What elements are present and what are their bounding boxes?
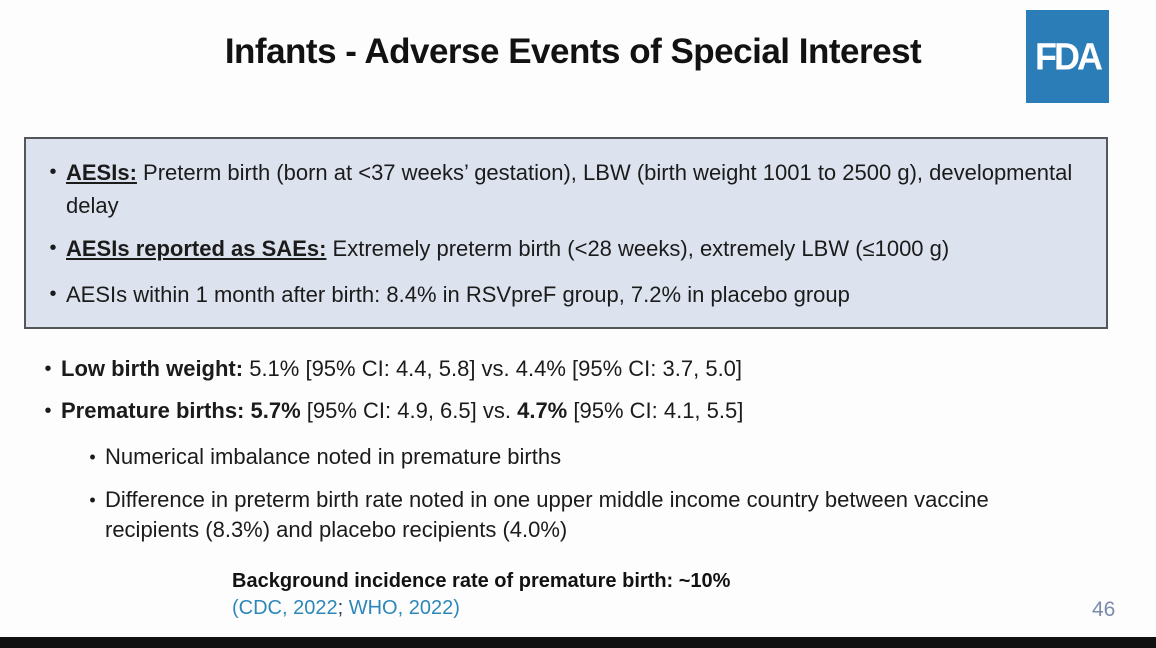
fda-logo: FDA (1026, 10, 1109, 103)
citation-line: (CDC, 2022; WHO, 2022) (232, 597, 460, 620)
numerical-imbalance-text: Numerical imbalance noted in premature b… (105, 444, 562, 469)
citation-separator: ; (337, 597, 349, 619)
aesi-definition-text: AESIs: Preterm birth (born at <37 weeks’… (66, 156, 1086, 222)
info-box-bullet-saes: • AESIs reported as SAEs: Extremely pret… (40, 232, 1086, 265)
sub-bullet-row: • Difference in preterm birth rate noted… (80, 485, 1058, 545)
premature-ci-vaccine: [95% CI: 4.9, 6.5] vs. (300, 398, 518, 423)
citation-close-paren: ) (453, 597, 460, 619)
saes-lead: AESIs reported as SAEs: (66, 236, 327, 261)
bullet-icon: • (44, 400, 52, 422)
bullet-icon: • (49, 283, 57, 305)
citation-open-paren: ( (232, 597, 239, 619)
premature-ci-placebo: [95% CI: 4.1, 5.5] (567, 398, 744, 423)
finding-low-birth-weight: • Low birth weight: 5.1% [95% CI: 4.4, 5… (35, 354, 1115, 384)
saes-text: AESIs reported as SAEs: Extremely preter… (66, 232, 1086, 265)
slide-page-number: 46 (1092, 598, 1116, 621)
letterbox-bar (0, 637, 1156, 648)
premature-births-lead: Premature births: (61, 398, 251, 423)
sub-bullet-numerical-imbalance: • Numerical imbalance noted in premature… (80, 442, 1080, 472)
finding-premature-births: • Premature births: 5.7% [95% CI: 4.9, 6… (35, 396, 1115, 426)
low-birth-weight-lead: Low birth weight: (61, 356, 250, 381)
aesi-definition-lead: AESIs: (66, 160, 137, 185)
sub-bullet-country-difference: • Difference in preterm birth rate noted… (80, 485, 1058, 545)
premature-rate-vaccine: 5.7% (250, 398, 301, 423)
sub-bullet-row: • Numerical imbalance noted in premature… (80, 442, 1080, 472)
info-box-bullet-incidence: • AESIs within 1 month after birth: 8.4%… (40, 278, 1086, 311)
finding-row: • Premature births: 5.7% [95% CI: 4.9, 6… (35, 396, 1115, 426)
low-birth-weight-values: 5.1% [95% CI: 4.4, 5.8] vs. 4.4% [95% CI… (249, 356, 743, 381)
aesi-info-box: • AESIs: Preterm birth (born at <37 week… (24, 137, 1108, 329)
incidence-text: AESIs within 1 month after birth: 8.4% i… (66, 282, 850, 307)
bullet-icon: • (44, 358, 52, 380)
background-incidence-note: Background incidence rate of premature b… (232, 570, 731, 592)
premature-births-text: Premature births: 5.7% [95% CI: 4.9, 6.5… (61, 396, 1115, 426)
low-birth-weight-text: Low birth weight: 5.1% [95% CI: 4.4, 5.8… (61, 354, 1115, 384)
bullet-icon: • (89, 490, 96, 510)
premature-rate-placebo: 4.7% (517, 398, 568, 423)
finding-row: • Low birth weight: 5.1% [95% CI: 4.4, 5… (35, 354, 1115, 384)
bullet-icon: • (89, 447, 96, 467)
bullet-icon: • (49, 237, 57, 259)
fda-logo-text: FDA (1035, 34, 1103, 78)
who-2022-link[interactable]: WHO, 2022 (348, 597, 454, 619)
saes-body: Extremely preterm birth (<28 weeks), ext… (326, 236, 950, 261)
page-title: Infants - Adverse Events of Special Inte… (224, 32, 922, 71)
info-box-bullet-aesi-definition: • AESIs: Preterm birth (born at <37 week… (40, 156, 1086, 222)
cdc-2022-link[interactable]: CDC, 2022 (238, 597, 338, 619)
aesi-definition-body: Preterm birth (born at <37 weeks’ gestat… (66, 160, 1073, 218)
bullet-icon: • (49, 161, 57, 183)
country-difference-text: Difference in preterm birth rate noted i… (105, 487, 989, 542)
